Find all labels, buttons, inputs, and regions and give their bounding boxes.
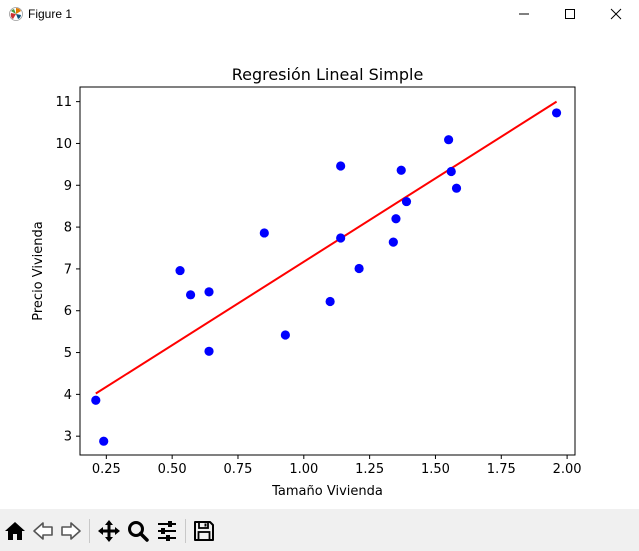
data-point	[336, 233, 346, 243]
data-point	[354, 263, 364, 274]
data-point	[280, 330, 290, 340]
chart-title: Regresión Lineal Simple	[232, 65, 424, 84]
y-tick-label: 8	[64, 221, 72, 236]
data-point	[446, 166, 456, 177]
move-icon	[98, 520, 120, 542]
data-point	[388, 237, 398, 247]
data-point	[325, 296, 335, 307]
data-point	[396, 165, 406, 175]
toolbar-separator	[185, 519, 186, 543]
y-tick-label: 9	[64, 179, 72, 194]
x-tick-label: 1.25	[355, 462, 384, 477]
axes-frame	[79, 86, 576, 456]
floppy-disk-icon	[194, 521, 214, 541]
x-tick-label: 1.50	[421, 462, 450, 477]
data-point	[336, 161, 346, 171]
matplotlib-logo-icon	[9, 7, 23, 21]
minimize-icon	[519, 13, 529, 15]
x-tick-label: 0.50	[158, 462, 187, 477]
forward-arrow-icon	[61, 522, 81, 540]
data-point	[99, 436, 109, 446]
navigation-toolbar	[0, 509, 639, 551]
home-icon	[5, 522, 25, 540]
regression-line	[95, 100, 558, 395]
maximize-icon	[565, 9, 575, 19]
y-tick-label: 10	[55, 137, 72, 152]
data-point	[451, 183, 462, 193]
toolbar-separator	[89, 519, 90, 543]
back-button[interactable]	[30, 518, 56, 544]
data-point	[551, 108, 562, 118]
data-point	[204, 346, 214, 356]
configure-subplots-button[interactable]	[154, 518, 180, 544]
close-button[interactable]	[593, 0, 639, 28]
y-tick-label: 5	[64, 346, 72, 361]
y-tick-label: 3	[64, 430, 72, 445]
back-arrow-icon	[33, 522, 53, 540]
y-tick-label: 4	[64, 388, 72, 403]
window-title: Figure 1	[28, 7, 73, 21]
magnifier-icon	[128, 521, 149, 542]
sliders-icon	[158, 521, 176, 541]
maximize-button[interactable]	[547, 0, 593, 28]
data-point	[91, 395, 101, 405]
x-tick-label: 0.75	[224, 462, 253, 477]
data-point	[185, 290, 196, 300]
x-tick-label: 0.25	[92, 462, 121, 477]
data-point	[175, 265, 185, 276]
close-icon	[610, 8, 622, 20]
window-titlebar: Figure 1	[0, 0, 639, 28]
data-point	[401, 196, 412, 207]
minimize-button[interactable]	[501, 0, 547, 28]
y-tick-label: 6	[64, 304, 72, 319]
save-button[interactable]	[191, 518, 217, 544]
x-tick-label: 2.00	[553, 462, 582, 477]
figure-canvas[interactable]: 0.25 0.50 0.75 1.00 1.25 1.50 1.75 2.00 3 4 5 6 7 8 9 1…	[0, 28, 639, 509]
data-point	[259, 228, 269, 238]
x-axis-label: Tamaño Vivienda	[271, 484, 383, 499]
y-tick-label: 11	[55, 95, 72, 110]
pan-button[interactable]	[96, 518, 122, 544]
plot-background	[80, 87, 575, 455]
home-button[interactable]	[2, 518, 28, 544]
forward-button[interactable]	[58, 518, 84, 544]
data-point	[444, 135, 454, 145]
data-point	[204, 287, 214, 297]
y-axis-label: Precio Vivienda	[31, 221, 46, 321]
scatter-chart: 0.25 0.50 0.75 1.00 1.25 1.50 1.75 2.00 3 4 5 6 7 8 9 1…	[31, 65, 582, 499]
x-tick-label: 1.00	[289, 462, 318, 477]
data-point	[391, 214, 401, 224]
zoom-button[interactable]	[125, 518, 151, 544]
x-tick-label: 1.75	[487, 462, 516, 477]
y-tick-label: 7	[64, 262, 72, 277]
